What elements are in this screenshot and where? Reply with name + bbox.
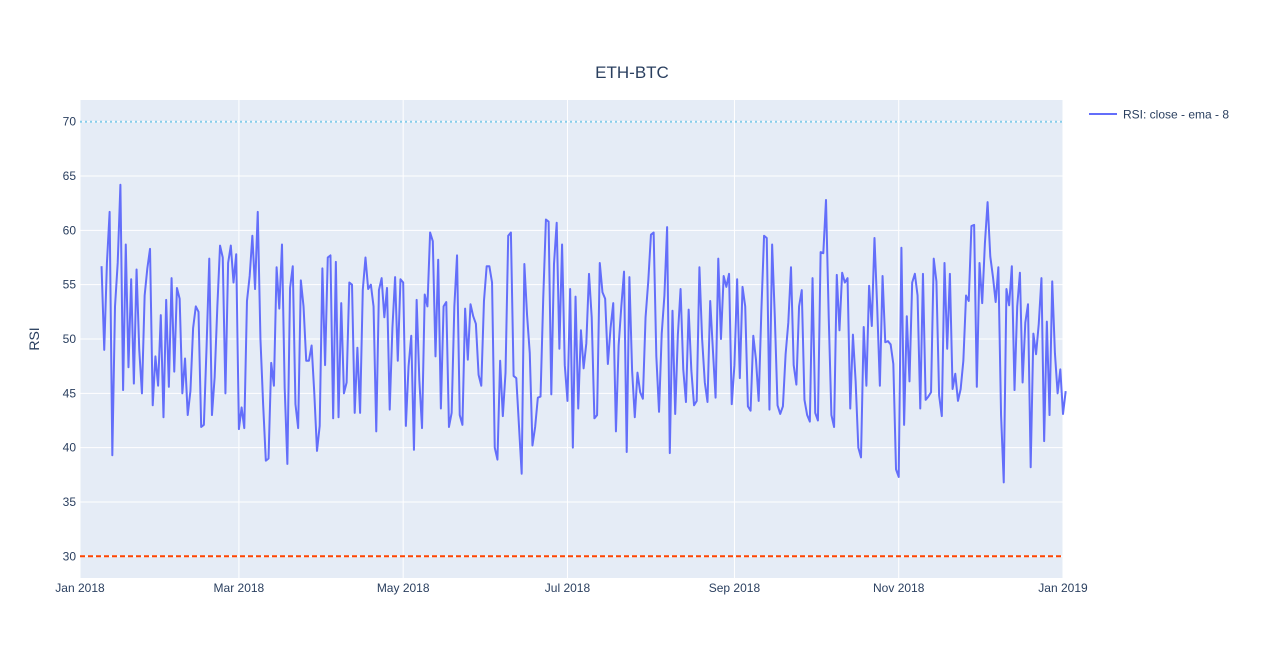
x-axis-ticks: Jan 2018 Mar 2018 May 2018 Jul 2018 Sep 2018… [55, 581, 1088, 595]
grid-lines [79, 100, 1064, 578]
series-line-0 [100, 183, 1067, 484]
y-tick-label: 65 [63, 169, 77, 183]
x-tick-label: Jan 2019 [1038, 581, 1088, 595]
x-tick-label: May 2018 [377, 581, 430, 595]
x-tick-label: Sep 2018 [709, 581, 761, 595]
legend-label: RSI: close - ema - 8 [1123, 108, 1229, 122]
y-tick-label: 40 [63, 441, 77, 455]
y-tick-label: 45 [63, 386, 77, 400]
y-tick-label: 35 [63, 495, 77, 509]
y-tick-label: 50 [63, 332, 77, 346]
y-tick-label: 60 [63, 223, 77, 237]
x-tick-label: Mar 2018 [214, 581, 265, 595]
series-layer [100, 183, 1067, 484]
chart-title: ETH-BTC [595, 63, 669, 82]
y-tick-label: 70 [63, 115, 77, 129]
x-tick-label: Nov 2018 [873, 581, 925, 595]
legend[interactable]: RSI: close - ema - 8 [1089, 108, 1229, 122]
reference-lines [80, 120, 1063, 558]
y-axis-ticks: 30 35 40 45 50 55 60 65 70 [63, 115, 77, 564]
y-tick-label: 55 [63, 278, 77, 292]
x-tick-label: Jan 2018 [55, 581, 105, 595]
y-tick-label: 30 [63, 549, 77, 563]
x-tick-label: Jul 2018 [545, 581, 591, 595]
y-axis-title: RSI [26, 327, 42, 350]
